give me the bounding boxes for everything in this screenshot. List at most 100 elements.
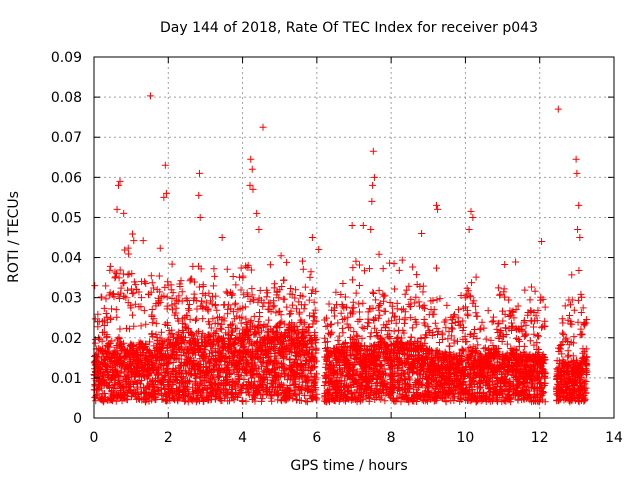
data-point [111, 268, 119, 276]
data-point [202, 376, 210, 384]
data-point [180, 382, 188, 390]
data-point [135, 303, 143, 311]
data-point [108, 396, 116, 404]
data-point [215, 361, 223, 369]
data-point [125, 250, 133, 258]
data-point [178, 288, 186, 296]
data-point [137, 322, 145, 330]
data-point [100, 322, 108, 330]
data-point [184, 297, 192, 305]
data-point [209, 282, 217, 290]
data-point [172, 341, 180, 349]
data-point [201, 291, 209, 299]
data-point [122, 324, 130, 332]
data-point [197, 265, 205, 273]
data-point [98, 337, 106, 345]
data-point [112, 273, 120, 281]
data-point [134, 390, 142, 398]
data-point [183, 311, 191, 319]
data-point [201, 353, 209, 361]
data-point [168, 306, 176, 314]
data-point [147, 272, 155, 280]
data-point [182, 334, 190, 342]
data-point [108, 305, 116, 313]
data-point [175, 391, 183, 399]
data-point [212, 292, 220, 300]
data-point [139, 345, 147, 353]
data-point [113, 313, 121, 321]
data-point [168, 326, 176, 334]
data-point [159, 342, 167, 350]
data-point [210, 329, 218, 337]
data-point [173, 373, 181, 381]
data-point [91, 339, 99, 347]
data-point [147, 288, 155, 296]
data-point [207, 324, 215, 332]
data-point [169, 358, 177, 366]
data-point [152, 320, 160, 328]
data-point [199, 282, 207, 290]
data-point [143, 345, 151, 353]
data-point [209, 371, 217, 379]
data-point [128, 311, 136, 319]
data-point [132, 281, 140, 289]
data-point [115, 295, 123, 303]
data-point [94, 358, 102, 366]
data-point [173, 331, 181, 339]
data-point [162, 397, 170, 405]
data-point [154, 348, 162, 356]
data-point [142, 320, 150, 328]
data-point [141, 278, 149, 286]
data-point [158, 350, 166, 358]
data-point [171, 300, 179, 308]
data-point [181, 367, 189, 375]
data-point [148, 359, 156, 367]
data-point [143, 354, 151, 362]
data-point [191, 316, 199, 324]
data-point [214, 384, 222, 392]
data-point [180, 348, 188, 356]
data-point [198, 378, 206, 386]
data-point [121, 380, 129, 388]
data-point [122, 294, 130, 302]
data-point [191, 366, 199, 374]
data-points [90, 92, 591, 406]
data-point [175, 380, 183, 388]
data-point [202, 341, 210, 349]
data-point [192, 374, 200, 382]
data-point [98, 293, 106, 301]
data-point [180, 359, 188, 367]
data-point [196, 373, 204, 381]
data-point [117, 369, 125, 377]
data-point [163, 322, 171, 330]
data-point [172, 309, 180, 317]
data-point [168, 342, 176, 350]
data-point [102, 295, 110, 303]
data-point [94, 310, 102, 318]
data-point [211, 272, 219, 280]
data-point [133, 351, 141, 359]
data-point [207, 297, 215, 305]
data-point [117, 284, 125, 292]
data-point [154, 299, 162, 307]
data-point [191, 371, 199, 379]
data-point [168, 301, 176, 309]
data-point [129, 230, 137, 238]
data-point [203, 385, 211, 393]
data-point [139, 237, 147, 245]
data-point [130, 322, 138, 330]
data-point [161, 283, 169, 291]
data-point [205, 392, 213, 400]
data-point [92, 393, 100, 401]
data-point [165, 386, 173, 394]
data-point [163, 302, 171, 310]
data-point [140, 307, 148, 315]
data-point [136, 380, 144, 388]
data-point [153, 334, 161, 342]
data-point [126, 325, 134, 333]
data-point [207, 375, 215, 383]
data-point [103, 331, 111, 339]
data-point [194, 335, 202, 343]
data-point [199, 338, 207, 346]
data-point [156, 244, 164, 252]
